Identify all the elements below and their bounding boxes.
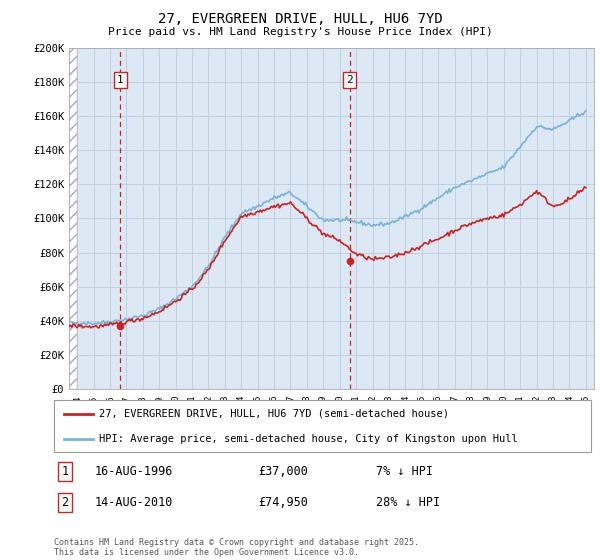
Text: 27, EVERGREEN DRIVE, HULL, HU6 7YD (semi-detached house): 27, EVERGREEN DRIVE, HULL, HU6 7YD (semi… (98, 409, 449, 419)
Text: Contains HM Land Registry data © Crown copyright and database right 2025.
This d: Contains HM Land Registry data © Crown c… (54, 538, 419, 557)
Text: 27, EVERGREEN DRIVE, HULL, HU6 7YD: 27, EVERGREEN DRIVE, HULL, HU6 7YD (158, 12, 442, 26)
Text: Price paid vs. HM Land Registry's House Price Index (HPI): Price paid vs. HM Land Registry's House … (107, 27, 493, 37)
FancyBboxPatch shape (54, 400, 591, 452)
Text: 1: 1 (117, 75, 124, 85)
Text: HPI: Average price, semi-detached house, City of Kingston upon Hull: HPI: Average price, semi-detached house,… (98, 433, 517, 444)
Text: 7% ↓ HPI: 7% ↓ HPI (376, 465, 433, 478)
Text: 16-AUG-1996: 16-AUG-1996 (94, 465, 173, 478)
Text: 1: 1 (61, 465, 68, 478)
Text: 2: 2 (61, 496, 68, 509)
Text: 2: 2 (347, 75, 353, 85)
Text: £74,950: £74,950 (258, 496, 308, 509)
Text: 28% ↓ HPI: 28% ↓ HPI (376, 496, 440, 509)
Text: 14-AUG-2010: 14-AUG-2010 (94, 496, 173, 509)
Text: £37,000: £37,000 (258, 465, 308, 478)
Bar (69, 48, 77, 389)
